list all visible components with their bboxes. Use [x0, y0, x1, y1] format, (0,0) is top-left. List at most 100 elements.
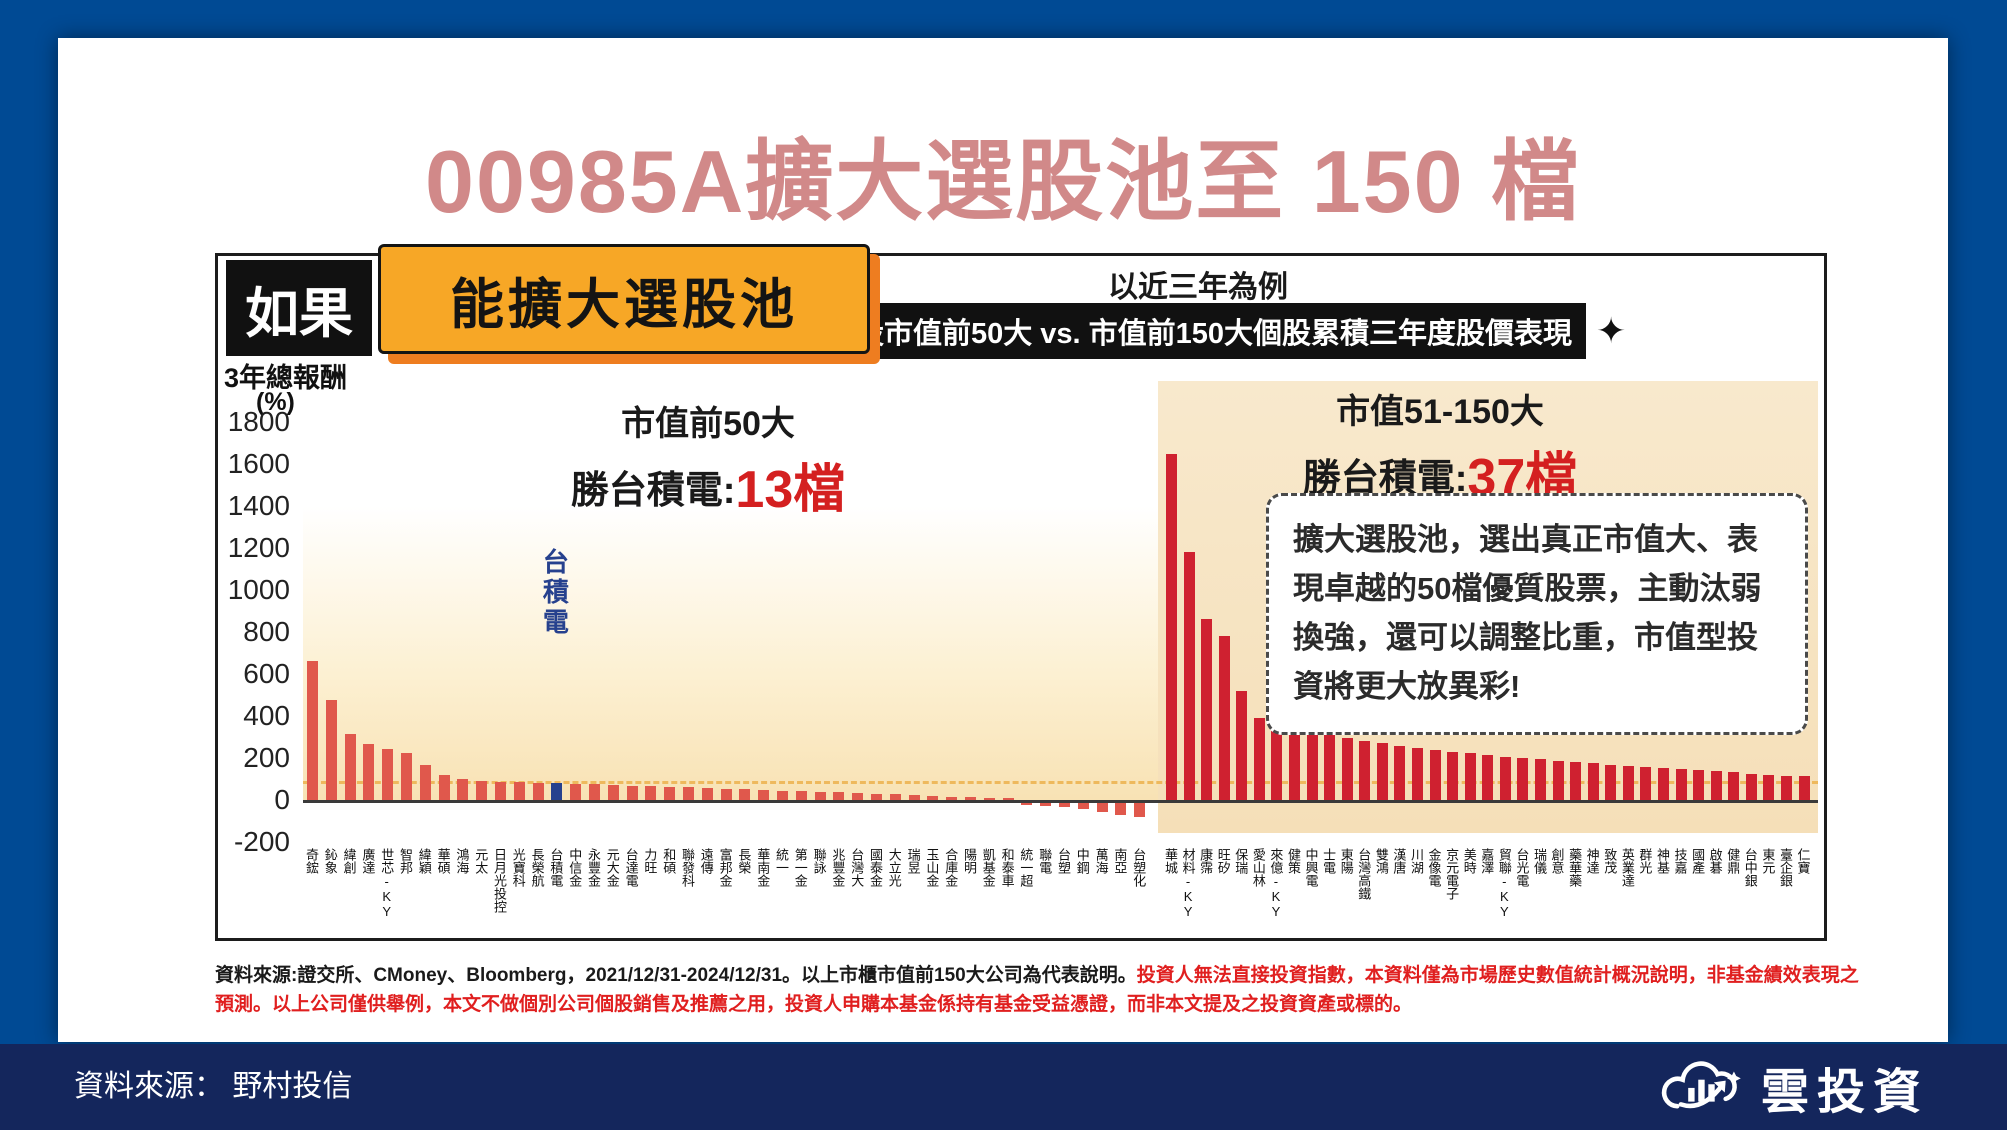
bar — [683, 787, 694, 800]
bar — [1675, 769, 1687, 800]
y-tick: 1200 — [227, 532, 290, 563]
right-section-title-line1: 市值51-150大 — [1336, 393, 1544, 431]
disclaimer-source: 資料來源:證交所、CMoney、Bloomberg，2021/12/31-202… — [215, 965, 1137, 986]
x-axis-label: 和泰車 — [999, 848, 1015, 887]
bar — [1447, 751, 1459, 800]
x-axis-label: 中信金 — [567, 848, 583, 887]
bar — [495, 781, 506, 800]
footer-band: 資料來源： 野村投信 雲投資 — [0, 1044, 2007, 1130]
bar — [1376, 743, 1388, 800]
bar — [1077, 803, 1089, 810]
bar — [852, 793, 864, 800]
bar — [513, 782, 525, 800]
slide-card: 00985A擴大選股池至 150 檔 如果 能擴大選股池 以近三年為例 ✦ 台股… — [58, 38, 1948, 1042]
footer-source: 資料來源： 野村投信 — [74, 1070, 353, 1103]
x-axis-label: 緯穎 — [416, 848, 432, 874]
x-axis-label: 統一 — [774, 848, 789, 874]
bar — [1622, 765, 1634, 800]
x-axis-label: 元大金 — [604, 848, 620, 887]
x-axis-label: 神基 — [1654, 848, 1670, 874]
x-axis-label: 奇鋐 — [304, 848, 319, 874]
left-section-background — [303, 506, 1158, 800]
bar — [1288, 725, 1300, 800]
y-tick: 1600 — [227, 448, 290, 479]
example-subtitle: 以近三年為例 — [1108, 271, 1288, 304]
x-axis-label: 玉山金 — [924, 848, 940, 887]
bar — [1605, 764, 1617, 800]
x-axis-label: 台中銀 — [1742, 848, 1758, 887]
bar — [758, 789, 770, 800]
bar — [1411, 747, 1423, 800]
x-axis-label: 長榮航 — [529, 848, 545, 887]
bar — [1798, 776, 1810, 800]
x-axis-label: 保瑞 — [1233, 848, 1249, 874]
bar — [645, 786, 657, 800]
bar — [1253, 718, 1265, 800]
bar — [889, 794, 901, 800]
x-axis-label: 日月光投控 — [492, 848, 507, 913]
bar — [871, 793, 882, 800]
bar — [1517, 758, 1529, 800]
bar — [626, 785, 638, 800]
y-tick: 1800 — [227, 406, 290, 437]
x-axis-label: 華碩 — [435, 848, 451, 874]
left-win-label: 勝台積電: — [570, 470, 736, 512]
left-section-title-line1: 市值前50大 — [621, 405, 795, 443]
x-axis-label: 瑞昱 — [905, 848, 921, 874]
left-section-title: 市值前50大 勝台積電:13檔 — [498, 396, 918, 522]
comparison-banner: 台股市值前50大 vs. 市值前150大個股累積三年度股價表現 — [811, 303, 1587, 359]
x-axis-label: 統一超 — [1018, 848, 1034, 887]
bar — [1306, 730, 1318, 800]
x-axis-label: 貿聯-KY — [1496, 848, 1512, 919]
brand-logo: 雲投資 — [1655, 1044, 1929, 1130]
bar — [1534, 759, 1546, 800]
bar — [965, 797, 976, 800]
bar — [1763, 774, 1775, 800]
x-axis-label: 鴻海 — [454, 848, 470, 874]
bar — [1464, 753, 1476, 800]
x-axis-label: 台積電 — [548, 848, 564, 887]
x-axis-label: 致茂 — [1602, 848, 1618, 874]
bar — [1780, 775, 1792, 800]
x-axis-label: 國產 — [1690, 848, 1706, 874]
bar — [664, 786, 676, 800]
tsmc-benchmark-dashed-line — [303, 781, 1818, 784]
page-title: 00985A擴大選股池至 150 檔 — [425, 131, 1581, 231]
x-axis-label: 緯創 — [341, 848, 357, 874]
bar — [927, 795, 939, 800]
right-section-title: 市值51-150大 勝台積電:37檔 — [1230, 384, 1650, 510]
bar — [589, 784, 600, 800]
x-axis-label: 台光電 — [1514, 848, 1530, 887]
bar — [1570, 761, 1582, 800]
y-tick: 800 — [243, 616, 290, 647]
x-axis-label: 臺企銀 — [1777, 848, 1793, 887]
x-axis-label: 瑞儀 — [1531, 848, 1547, 874]
bar — [1218, 636, 1230, 800]
bar — [1728, 772, 1740, 800]
x-axis-baseline — [303, 800, 1818, 803]
bar — [382, 748, 394, 800]
y-tick: 200 — [243, 742, 290, 773]
bar — [1499, 756, 1511, 800]
chart-panel: 如果 能擴大選股池 以近三年為例 ✦ 台股市值前50大 vs. 市值前150大個… — [215, 244, 1827, 941]
x-axis-label: 京元電子 — [1444, 848, 1460, 900]
x-axis-label: 陽明 — [962, 848, 977, 874]
bar — [720, 788, 732, 800]
y-axis-title: 3年總報酬 — [224, 363, 348, 393]
bar — [476, 780, 488, 800]
x-axis-label: 東元 — [1760, 848, 1776, 874]
bar — [739, 789, 751, 800]
x-axis-label: 創意 — [1549, 848, 1565, 874]
bar — [1482, 755, 1494, 800]
bar — [1693, 770, 1705, 800]
x-axis-label: 川湖 — [1408, 848, 1424, 874]
bar — [946, 796, 958, 800]
callout-box: 擴大選股池，選出真正市值大、表現卓越的50檔優質股票，主動汰弱換強，還可以調整比… — [1266, 493, 1808, 735]
y-tick: 600 — [243, 658, 290, 689]
x-axis-label: 聯詠 — [811, 848, 827, 874]
x-axis-label: 智邦 — [398, 848, 413, 874]
x-axis-label: 台達電 — [623, 848, 639, 887]
bar — [344, 733, 356, 800]
bar — [833, 792, 845, 800]
x-axis-label: 啟碁 — [1707, 848, 1723, 874]
